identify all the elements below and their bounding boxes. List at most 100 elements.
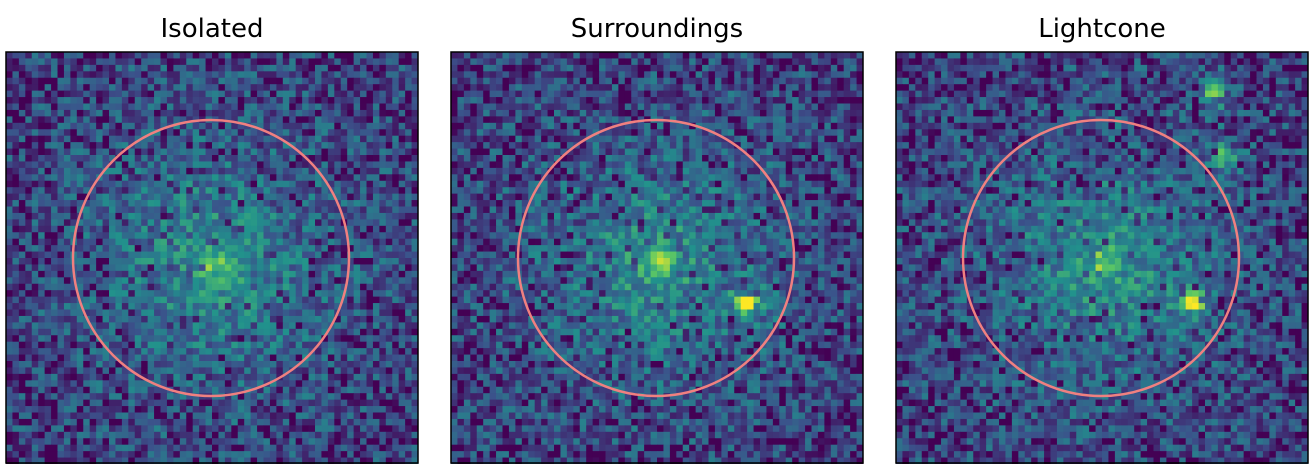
pixel	[451, 129, 458, 136]
pixel	[12, 425, 19, 432]
pixel	[354, 58, 361, 65]
pixel	[373, 174, 380, 181]
pixel	[760, 84, 767, 91]
pixel	[270, 71, 277, 78]
pixel	[12, 445, 19, 452]
pixel	[812, 78, 819, 85]
pixel	[212, 129, 219, 136]
pixel	[135, 445, 142, 452]
pixel	[779, 71, 786, 78]
pixel	[341, 310, 348, 317]
pixel	[244, 155, 251, 162]
pixel	[270, 252, 277, 259]
pixel	[786, 136, 793, 143]
pixel	[618, 52, 625, 59]
pixel	[709, 65, 716, 72]
pixel	[167, 104, 174, 111]
pixel	[490, 71, 497, 78]
pixel	[25, 213, 32, 220]
pixel	[347, 316, 354, 323]
pixel	[109, 181, 116, 188]
pixel	[218, 322, 225, 329]
pixel	[212, 71, 219, 78]
pixel	[231, 245, 238, 252]
pixel	[321, 303, 328, 310]
pixel	[6, 136, 13, 143]
pixel	[334, 361, 341, 368]
pixel	[96, 213, 103, 220]
pixel	[154, 136, 161, 143]
pixel	[109, 310, 116, 317]
pixel	[509, 97, 516, 104]
pixel	[676, 129, 683, 136]
pixel	[199, 226, 206, 233]
pixel	[19, 432, 26, 439]
pixel	[225, 310, 232, 317]
pixel	[779, 58, 786, 65]
pixel	[244, 110, 251, 117]
pixel	[715, 123, 722, 130]
pixel	[334, 393, 341, 400]
pixel	[341, 142, 348, 149]
pixel	[334, 174, 341, 181]
pixel	[148, 207, 155, 214]
pixel	[135, 161, 142, 168]
pixel	[186, 71, 193, 78]
pixel	[818, 58, 825, 65]
pixel	[154, 355, 161, 362]
pixel	[328, 97, 335, 104]
pixel	[141, 445, 148, 452]
pixel	[392, 116, 399, 123]
pixel	[218, 419, 225, 426]
pixel	[231, 219, 238, 226]
pixel	[19, 264, 26, 271]
pixel	[186, 400, 193, 407]
pixel	[25, 104, 32, 111]
pixel	[12, 413, 19, 420]
pixel	[77, 110, 84, 117]
pixel	[503, 52, 510, 59]
pixel	[32, 348, 39, 355]
pixel	[186, 432, 193, 439]
pixel	[38, 161, 45, 168]
pixel	[238, 136, 245, 143]
pixel	[128, 65, 135, 72]
pixel	[6, 65, 13, 72]
pixel	[289, 110, 296, 117]
pixel	[257, 348, 264, 355]
pixel	[244, 84, 251, 91]
pixel	[109, 91, 116, 98]
pixel	[257, 239, 264, 246]
pixel	[251, 419, 258, 426]
pixel	[115, 310, 122, 317]
pixel	[231, 226, 238, 233]
pixel	[25, 393, 32, 400]
pixel	[341, 71, 348, 78]
pixel	[283, 78, 290, 85]
pixel	[109, 58, 116, 65]
pixel	[38, 367, 45, 374]
pixel	[109, 200, 116, 207]
pixel	[244, 451, 251, 458]
pixel	[373, 413, 380, 420]
pixel	[70, 78, 77, 85]
pixel	[238, 71, 245, 78]
pixel	[19, 419, 26, 426]
pixel	[193, 277, 200, 284]
pixel	[6, 387, 13, 394]
pixel	[289, 419, 296, 426]
pixel	[83, 252, 90, 259]
pixel	[844, 71, 851, 78]
pixel	[231, 200, 238, 207]
pixel	[83, 445, 90, 452]
pixel	[709, 78, 716, 85]
pixel	[457, 78, 464, 85]
pixel	[321, 316, 328, 323]
pixel	[173, 303, 180, 310]
pixel	[180, 374, 187, 381]
pixel	[19, 232, 26, 239]
pixel	[373, 348, 380, 355]
pixel	[96, 65, 103, 72]
pixel	[25, 374, 32, 381]
pixel	[373, 219, 380, 226]
